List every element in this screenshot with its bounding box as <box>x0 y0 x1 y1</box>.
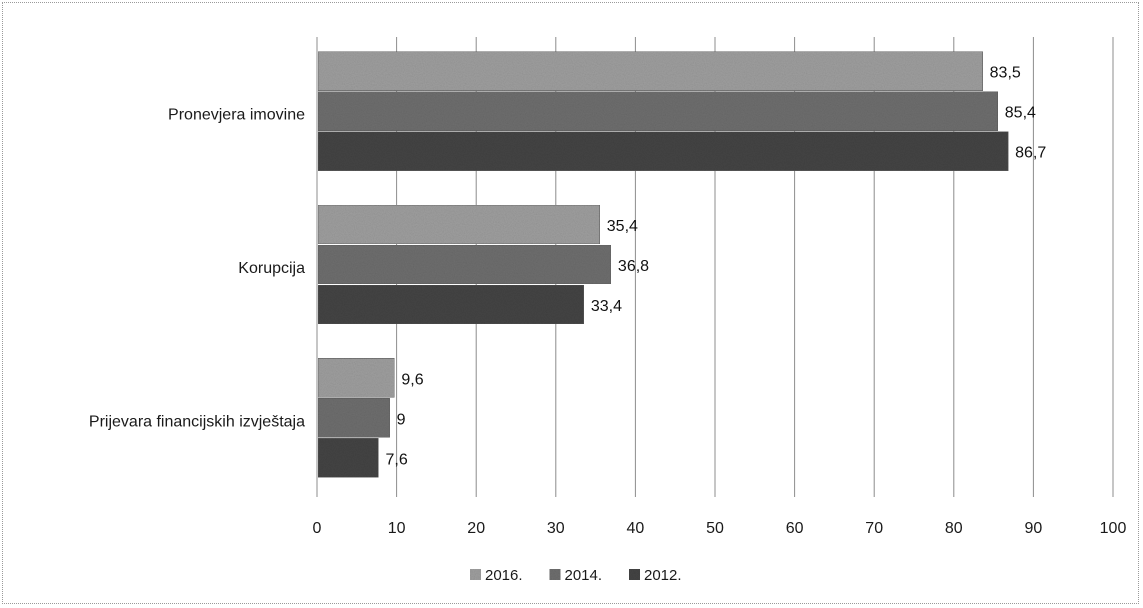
bars <box>317 51 1009 478</box>
bar-prijevara-financijskih-izvje-taja-2014 <box>317 398 390 438</box>
category-label: Korupcija <box>238 260 305 277</box>
x-tick-label: 20 <box>467 520 485 537</box>
data-label: 83,5 <box>990 65 1021 82</box>
data-label: 85,4 <box>1005 105 1036 122</box>
legend-label: 2014. <box>565 567 603 584</box>
bar-prijevara-financijskih-izvje-taja-2012 <box>317 438 379 478</box>
x-tick-label: 90 <box>1025 520 1043 537</box>
data-label: 35,4 <box>607 218 638 235</box>
x-tick-label: 100 <box>1100 520 1127 537</box>
bar-korupcija-2016 <box>317 204 601 245</box>
bar-korupcija-2012 <box>317 284 585 325</box>
category-label: Pronevjera imovine <box>168 107 305 124</box>
legend: 2016. 2014. 2012. <box>470 567 682 584</box>
bar-pronevjera-imovine-2016 <box>317 51 983 91</box>
x-tick-label: 70 <box>865 520 883 537</box>
legend-label: 2012. <box>644 567 682 584</box>
x-tick-label: 10 <box>388 520 406 537</box>
x-tick-label: 30 <box>547 520 565 537</box>
x-tick-label: 80 <box>945 520 963 537</box>
x-tick-label: 60 <box>786 520 804 537</box>
labels: 0 10 20 30 40 50 60 70 80 90 100 83,5 85,4 86,7 Pronev… <box>89 65 1127 537</box>
legend-swatch-2012 <box>629 569 640 580</box>
legend-label: 2016. <box>485 567 523 584</box>
data-label: 9,6 <box>401 371 423 388</box>
x-tick-label: 0 <box>313 520 322 537</box>
data-label: 7,6 <box>385 451 407 468</box>
bar-prijevara-financijskih-izvje-taja-2016 <box>317 358 395 398</box>
bar-pronevjera-imovine-2014 <box>317 91 999 131</box>
legend-swatch-2014 <box>549 569 561 580</box>
category-label: Prijevara financijskih izvještaja <box>89 413 305 430</box>
bar-korupcija-2014 <box>317 244 612 285</box>
data-label: 9 <box>397 411 406 428</box>
data-label: 33,4 <box>591 298 622 315</box>
x-tick-label: 40 <box>627 520 645 537</box>
x-tick-label: 50 <box>706 520 724 537</box>
bar-pronevjera-imovine-2012 <box>317 131 1009 171</box>
data-label: 86,7 <box>1015 145 1046 162</box>
legend-swatch-2016 <box>470 569 481 580</box>
data-label: 36,8 <box>618 258 649 275</box>
